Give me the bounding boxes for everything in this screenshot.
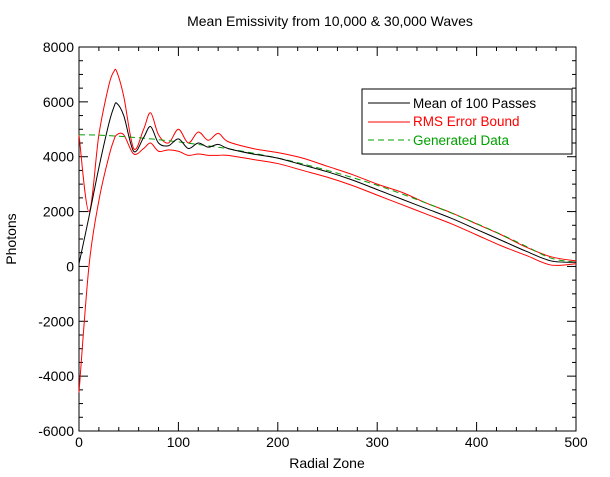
mean-line (78, 102, 577, 264)
legend: Mean of 100 Passes RMS Error Bound Gener… (361, 88, 573, 155)
y-tick-label: -6000 (38, 423, 74, 439)
legend-label-mean: Mean of 100 Passes (413, 96, 536, 111)
x-axis-label: Radial Zone (289, 455, 365, 471)
generated-data-line (78, 134, 577, 263)
y-tick-label: 2000 (43, 204, 74, 220)
x-tick-label: 200 (266, 434, 290, 450)
x-tick-label: 400 (465, 434, 489, 450)
x-tick-label: 100 (167, 434, 191, 450)
y-axis-ticks (79, 46, 576, 432)
y-tick-label: -2000 (38, 313, 74, 329)
chart-title: Mean Emissivity from 10,000 & 30,000 Wav… (187, 13, 473, 29)
y-axis-tick-labels: -6000 -4000 -2000 0 2000 4000 6000 8000 (38, 39, 74, 439)
rms-upper-line (78, 68, 577, 262)
x-tick-label: 500 (564, 434, 588, 450)
legend-label-generated: Generated Data (413, 133, 510, 148)
legend-label-rms: RMS Error Bound (413, 114, 520, 129)
series-layer (78, 68, 577, 393)
y-tick-label: 4000 (43, 149, 74, 165)
x-tick-label: 300 (366, 434, 390, 450)
y-axis-label: Photons (3, 213, 19, 264)
y-tick-label: 8000 (43, 39, 74, 55)
x-tick-label: 0 (75, 434, 83, 450)
y-tick-label: 6000 (43, 94, 74, 110)
x-axis-ticks (78, 47, 577, 431)
y-tick-label: -4000 (38, 368, 74, 384)
y-tick-label: 0 (66, 258, 74, 274)
rms-lower-line (78, 132, 577, 393)
x-axis-tick-labels: 0 100 200 300 400 500 (75, 434, 588, 450)
